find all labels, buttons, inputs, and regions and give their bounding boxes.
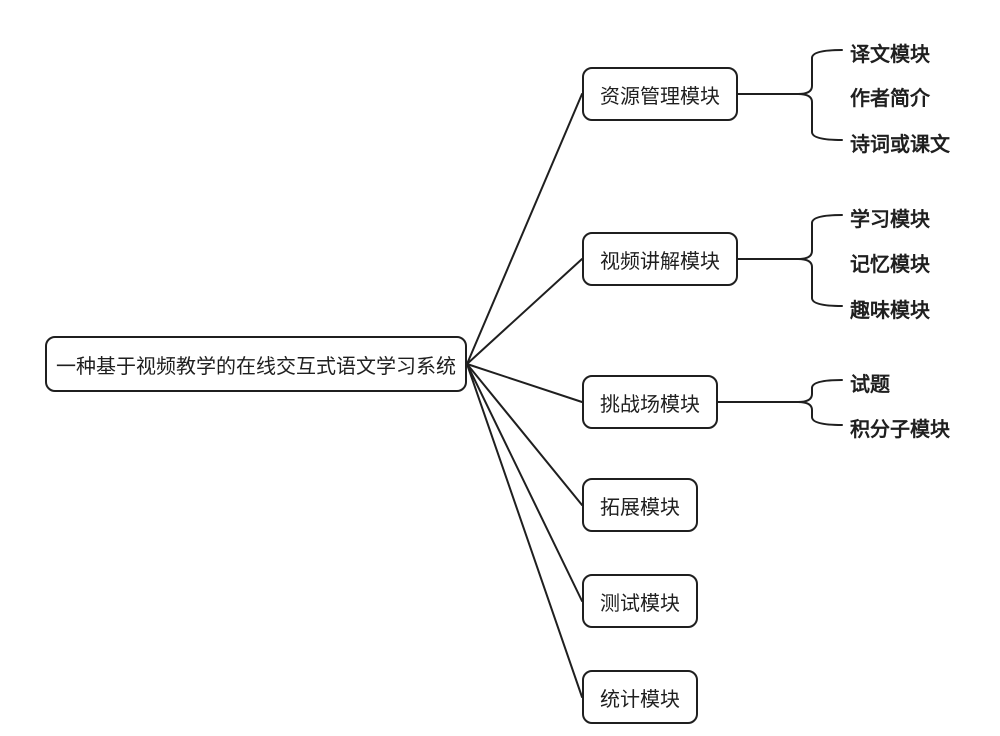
diagram-canvas: 一种基于视频教学的在线交互式语文学习系统 资源管理模块 译文模块作者简介诗词或课文…: [0, 0, 1000, 736]
branch-node-test: 测试模块: [582, 574, 698, 628]
leaf-label: 作者简介: [850, 82, 930, 111]
leaf-label: 学习模块: [850, 203, 930, 232]
leaf-label: 诗词或课文: [850, 128, 950, 157]
root-node: 一种基于视频教学的在线交互式语文学习系统: [45, 336, 467, 392]
branch-label: 拓展模块: [600, 491, 680, 520]
branch-node-video: 视频讲解模块: [582, 232, 738, 286]
branch-label: 统计模块: [600, 683, 680, 712]
branch-label: 挑战场模块: [600, 388, 700, 417]
branch-node-expand: 拓展模块: [582, 478, 698, 532]
root-label: 一种基于视频教学的在线交互式语文学习系统: [56, 350, 456, 379]
leaf-label: 积分子模块: [850, 413, 950, 442]
leaf-label: 趣味模块: [850, 294, 930, 323]
leaf-label: 试题: [850, 368, 890, 397]
branch-label: 测试模块: [600, 587, 680, 616]
branch-node-challenge: 挑战场模块: [582, 375, 718, 429]
leaf-label: 译文模块: [850, 38, 930, 67]
branch-node-resource: 资源管理模块: [582, 67, 738, 121]
leaf-label: 记忆模块: [850, 248, 930, 277]
branch-label: 资源管理模块: [600, 80, 720, 109]
branch-label: 视频讲解模块: [600, 245, 720, 274]
branch-node-stats: 统计模块: [582, 670, 698, 724]
